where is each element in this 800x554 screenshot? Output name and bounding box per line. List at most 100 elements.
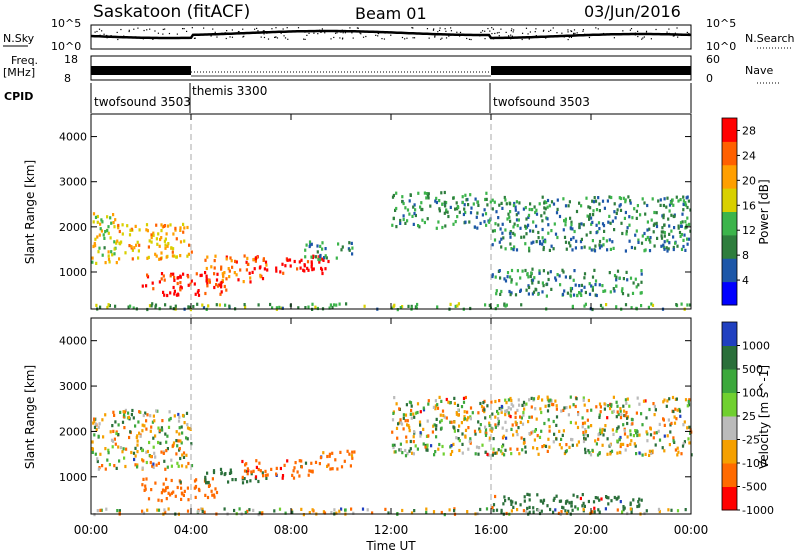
echo-cell xyxy=(440,426,443,430)
echo-cell xyxy=(469,406,473,410)
echo-cell xyxy=(583,421,587,425)
nsearch-point xyxy=(498,35,500,37)
echo-cell xyxy=(612,432,615,436)
echo-cell xyxy=(480,405,484,409)
echo-cell xyxy=(130,245,133,249)
echo-cell xyxy=(578,201,581,205)
echo-cell xyxy=(166,465,169,469)
echo-cell xyxy=(165,232,168,236)
echo-cell xyxy=(346,449,349,453)
echo-cell xyxy=(163,224,166,228)
echo-cell xyxy=(570,437,573,442)
echo-cell xyxy=(227,267,230,271)
echo-cell xyxy=(528,510,531,514)
echo-cell xyxy=(678,407,681,412)
echo-cell xyxy=(241,459,244,464)
echo-cell xyxy=(220,283,223,287)
echo-cell xyxy=(573,229,576,234)
echo-cell xyxy=(515,282,518,286)
echo-cell xyxy=(447,400,450,404)
echo-cell xyxy=(171,250,174,254)
echo-cell xyxy=(582,501,585,505)
x-tick-label: 12:00 xyxy=(374,523,409,537)
echo-cell xyxy=(166,447,169,451)
echo-cell xyxy=(622,196,625,200)
echo-cell xyxy=(212,470,216,475)
echo-cell xyxy=(114,218,117,222)
echo-cell xyxy=(104,261,107,265)
echo-cell xyxy=(438,209,441,213)
echo-cell xyxy=(532,240,535,244)
echo-cell xyxy=(629,199,632,203)
echo-cell xyxy=(501,445,504,449)
nsearch-point xyxy=(146,29,148,31)
nsearch-point xyxy=(274,36,276,39)
echo-cell xyxy=(510,427,513,431)
echo-cell xyxy=(168,418,171,422)
echo-cell xyxy=(525,509,528,514)
echo-cell xyxy=(660,234,663,238)
echo-cell xyxy=(91,256,94,260)
echo-cell xyxy=(206,495,210,500)
echo-cell xyxy=(142,413,145,418)
echo-cell xyxy=(510,247,513,251)
nsearch-point xyxy=(143,29,145,32)
echo-cell xyxy=(587,499,590,504)
echo-cell xyxy=(594,244,597,248)
nsearch-point xyxy=(168,32,171,35)
echo-cell xyxy=(531,278,535,282)
echo-cell xyxy=(324,247,327,251)
echo-cell xyxy=(314,460,318,464)
colorbar-tick-label: 4 xyxy=(742,274,749,287)
echo-cell xyxy=(600,497,603,501)
echo-cell xyxy=(152,414,155,418)
echo-cell xyxy=(246,509,249,513)
echo-cell xyxy=(562,270,565,274)
echo-cell xyxy=(540,509,543,513)
nsearch-point xyxy=(282,28,284,30)
echo-cell xyxy=(677,450,680,454)
echo-cell xyxy=(643,231,646,236)
echo-cell xyxy=(464,395,467,400)
echo-cell xyxy=(552,510,555,514)
echo-cell xyxy=(615,305,618,309)
echo-cell xyxy=(564,509,567,513)
echo-cell xyxy=(672,203,675,207)
echo-cell xyxy=(145,284,148,288)
nsearch-point xyxy=(359,32,361,34)
echo-cell xyxy=(327,259,330,264)
echo-cell xyxy=(509,447,512,451)
echo-cell xyxy=(479,221,482,225)
echo-cell xyxy=(97,250,100,254)
echo-cell xyxy=(363,304,366,308)
echo-cell xyxy=(404,206,407,210)
echo-cell xyxy=(556,235,559,240)
echo-cell xyxy=(271,306,274,310)
echo-cell xyxy=(531,292,534,296)
echo-cell xyxy=(131,257,134,261)
echo-cell xyxy=(499,292,502,296)
echo-cell xyxy=(580,283,583,287)
echo-cell xyxy=(366,508,369,512)
echo-cell xyxy=(163,293,166,297)
echo-cell xyxy=(130,227,133,231)
echo-cell xyxy=(624,210,627,215)
echo-cell xyxy=(522,413,525,417)
nsearch-point xyxy=(637,35,639,38)
echo-cell xyxy=(522,207,525,211)
echo-cell xyxy=(652,436,655,440)
echo-cell xyxy=(655,221,658,225)
echo-cell xyxy=(237,278,240,282)
echo-cell xyxy=(311,255,314,260)
echo-cell xyxy=(574,246,577,250)
echo-cell xyxy=(396,308,399,312)
echo-cell xyxy=(179,240,183,244)
echo-cell xyxy=(683,440,686,444)
echo-cell xyxy=(115,261,118,265)
nsearch-point xyxy=(603,32,605,35)
echo-cell xyxy=(176,485,179,490)
echo-cell xyxy=(434,404,437,408)
echo-cell xyxy=(281,262,284,266)
echo-cell xyxy=(598,451,601,455)
echo-cell xyxy=(318,258,322,262)
